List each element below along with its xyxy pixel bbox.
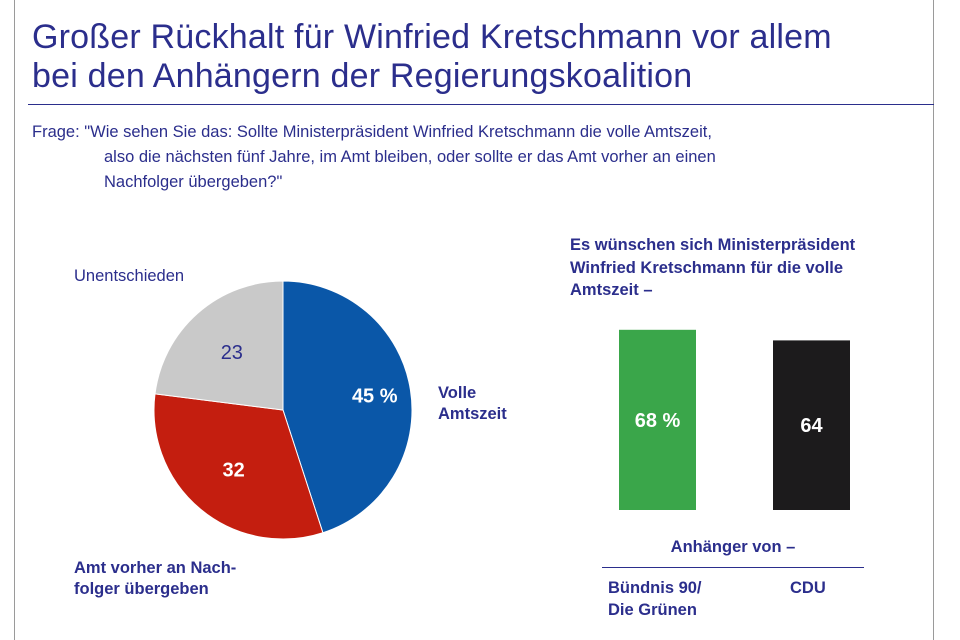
bar-chart-title: Es wünschen sich Ministerpräsident Winfr… [570,234,910,302]
category-gruene-line-1: Bündnis 90/ [608,579,702,597]
title-divider [28,104,934,105]
label-volle-line-2: Amtszeit [438,405,507,423]
survey-question: Frage: "Wie sehen Sie das: Sollte Minist… [32,120,912,195]
bar-value-gruene: 68 % [635,410,681,432]
question-line-3: Nachfolger übergeben?" [104,173,283,191]
pie-value-unentschieden: 23 [221,342,243,364]
label-amt-line-2: folger übergeben [74,580,209,598]
bar-chart: 68 % 64 [619,329,850,510]
bar-title-line-2: Winfried Kretschmann für die volle [570,258,844,277]
category-label-cdu: CDU [790,577,826,599]
title-line-2: bei den Anhängern der Regierungskoalitio… [32,57,693,95]
pie-slices [153,280,413,540]
label-amt-line-1: Amt vorher an Nach- [74,559,237,577]
pie-slice-volle-amtszeit [282,280,413,534]
bar-title-line-3: Amtszeit – [570,281,653,299]
bar-gruene [619,329,696,510]
bar-title-line-1: Es wünschen sich Ministerpräsident [570,236,856,254]
pie-value-labels: 45 % 32 23 [221,342,398,482]
bar-axis-rule [602,567,864,568]
question-line-2: also die nächsten fünf Jahre, im Amt ble… [104,148,716,166]
question-line-1: Frage: "Wie sehen Sie das: Sollte Minist… [32,123,712,141]
category-cdu-line-1: CDU [790,579,826,597]
bar-cdu [773,340,850,510]
category-gruene-line-2: Die Grünen [608,601,697,619]
label-amt-vorher: Amt vorher an Nach- folger übergeben [74,558,236,600]
title-line-1: Großer Rückhalt für Winfried Kretschmann… [32,18,832,56]
bar-x-axis-label: Anhänger von – [670,538,796,556]
chart-title: Großer Rückhalt für Winfried Kretschmann… [32,18,932,96]
chart-frame [14,0,934,640]
pie-slice-unentschieden [154,280,284,411]
label-unentschieden: Unentschieden [74,267,185,285]
pie-value-volle-amtszeit: 45 % [352,385,398,407]
bar-value-cdu: 64 [800,415,823,437]
category-label-gruene: Bündnis 90/ Die Grünen [608,577,702,621]
label-volle-line-1: Volle [438,384,477,402]
pie-value-amt-vorher: 32 [223,460,245,482]
pie-slice-amt-vorher [153,393,324,540]
label-volle-amtszeit: Volle Amtszeit [438,383,507,425]
